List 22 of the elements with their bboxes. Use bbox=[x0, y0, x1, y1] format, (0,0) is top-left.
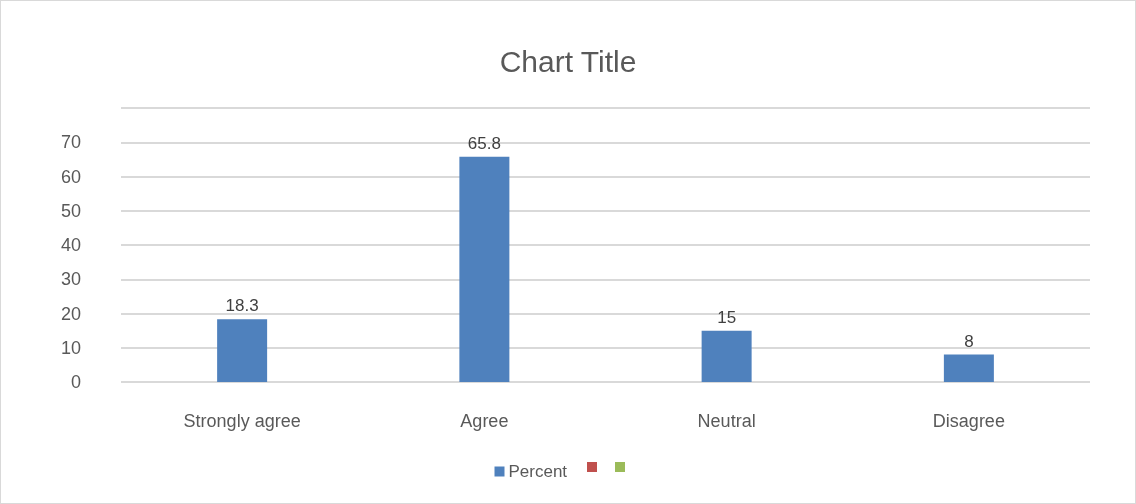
y-tick-label: 10 bbox=[60, 337, 81, 358]
data-label: 65.8 bbox=[467, 133, 501, 153]
y-tick-label: 60 bbox=[60, 166, 81, 187]
bar bbox=[943, 354, 994, 382]
y-tick-label: 50 bbox=[60, 200, 81, 221]
chart-title: Chart Title bbox=[499, 44, 637, 78]
data-label: 8 bbox=[964, 331, 974, 351]
bar bbox=[701, 330, 752, 382]
x-tick-label: Strongly agree bbox=[183, 411, 301, 431]
data-label: 15 bbox=[717, 307, 737, 327]
x-tick-label: Disagree bbox=[932, 411, 1005, 431]
bar bbox=[217, 319, 268, 382]
y-tick-label: 30 bbox=[60, 269, 81, 290]
y-tick-label: 20 bbox=[60, 303, 81, 324]
y-tick-label: 70 bbox=[60, 132, 81, 153]
legend-label: Percent bbox=[508, 462, 568, 481]
data-label: 18.3 bbox=[225, 296, 259, 316]
x-tick-label: Agree bbox=[460, 411, 509, 431]
y-tick-label: 0 bbox=[70, 372, 81, 392]
bar bbox=[459, 156, 510, 382]
x-tick-label: Neutral bbox=[697, 411, 756, 431]
y-tick-label: 40 bbox=[60, 235, 81, 255]
